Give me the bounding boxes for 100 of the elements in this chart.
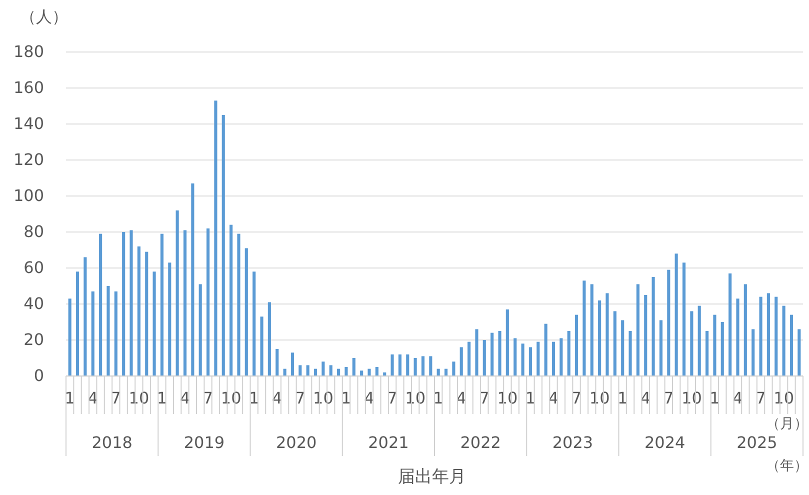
bar [475,329,478,376]
x-tick-label: 1 [525,388,536,408]
x-tick-label: 1 [710,388,720,408]
x-tick-label: 4 [640,388,651,408]
bar [606,293,609,376]
x-tick-label: 1 [341,388,352,408]
bar [652,277,655,376]
bar [790,314,794,376]
text: 2022 [460,433,501,452]
bar [329,365,332,376]
y-tick-label: 100 [13,186,44,206]
x-tick-label: 10 [313,388,334,408]
x-tick-label: 10 [405,388,426,408]
bar [706,331,709,376]
bar [582,280,586,376]
y-axis-title: （人） [20,7,68,26]
bar [145,252,148,376]
bar [421,356,425,376]
x-tick-label: 4 [732,388,743,408]
bar [667,270,670,376]
bar [460,347,463,376]
bar [106,286,110,376]
bar [659,320,663,376]
text: （月） [766,416,808,432]
bar [560,338,563,376]
bar [268,302,271,376]
bar [198,284,202,376]
bar [429,356,432,376]
bar [782,306,786,376]
bar [352,358,356,376]
bar [567,331,570,376]
x-tick-label: 4 [548,388,559,408]
bar [521,344,524,376]
bar [468,342,471,376]
y-tick-label: 40 [24,294,44,314]
bar [214,100,218,376]
y-tick-label: 180 [13,42,44,62]
bar [322,362,325,376]
bar [230,224,233,376]
y-tick-label: 140 [13,114,44,134]
x-tick-label: 7 [571,388,582,408]
bar [414,358,417,376]
bar [598,300,602,376]
bar [766,293,770,376]
x-tick-label: 7 [110,388,121,408]
bar [574,314,578,376]
x-tick-label: 10 [220,388,242,408]
text: 2023 [552,433,594,452]
bar [168,262,172,376]
bar [237,234,240,376]
bar [68,298,72,376]
text: 2021 [368,433,409,452]
x-tick-label: 7 [664,388,674,408]
bar [482,340,486,376]
y-tick-label: 0 [34,366,44,386]
bar [690,311,694,376]
bar [759,296,762,376]
bar [244,248,248,376]
bar [360,370,364,376]
bar [736,298,740,376]
bar [590,284,594,376]
x-tick-label: 7 [387,388,398,408]
bar [390,354,394,376]
bar [84,257,87,376]
x-tick-label: 1 [156,388,168,408]
bar [130,230,133,376]
bar [774,296,778,376]
x-axis-title: 届出年月 [398,467,466,487]
bar [276,349,279,376]
x-tick-label: 10 [589,388,610,408]
x-tick-label: 1 [433,388,444,408]
bar [114,291,118,376]
x-tick-label: 1 [248,388,260,408]
y-tick-label: 60 [24,258,44,278]
bar [528,347,532,376]
bar [122,232,126,376]
x-tick-label: 7 [479,388,490,408]
text: 2025 [736,433,778,452]
x-tick-label: 7 [756,388,766,408]
y-tick-label: 80 [24,222,44,242]
text: 2024 [644,433,686,452]
bar [176,210,179,376]
x-tick-label: 10 [774,388,794,408]
bar [698,306,701,376]
bar [260,316,264,376]
x-tick-label: 10 [128,388,150,408]
x-tick-label: 7 [202,388,214,408]
bar [306,365,310,376]
bar [398,354,402,376]
bar [298,365,302,376]
bar [222,115,225,376]
bar [76,272,80,376]
bar [628,331,632,376]
text: （年） [766,458,808,474]
bar [682,262,686,376]
bar [728,273,732,376]
bar [744,284,747,376]
y-tick-label: 160 [13,78,44,98]
bar [206,228,210,376]
bar [636,284,640,376]
